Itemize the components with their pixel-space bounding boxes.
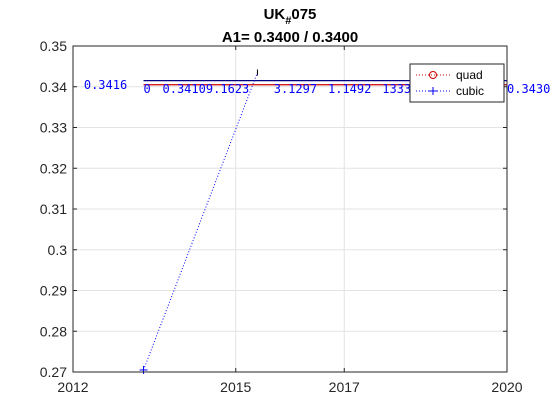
chart-title: UK#075 (264, 6, 317, 27)
x-tick-label: 2015 (220, 379, 251, 395)
annotation-label: 9.1623 (206, 82, 249, 96)
x-tick-label: 2012 (57, 379, 88, 395)
annotation-label: 0.3430 (507, 82, 550, 96)
annotation-label: 0.3416 (84, 78, 127, 92)
y-tick-label: 0.29 (40, 283, 67, 299)
y-tick-label: 0.35 (40, 38, 67, 54)
annotation-label: 1.1492 (328, 82, 371, 96)
legend-label-quad: quad (456, 68, 483, 82)
plot-area: 0.341600.34109.16233.12971.14921333.8229… (40, 6, 551, 395)
annotation-label: 0.3410 (163, 82, 206, 96)
chart-subtitle: A1= 0.3400 / 0.3400 (222, 29, 358, 46)
annotation-label: 0 (144, 82, 151, 96)
legend-marker-quad (429, 71, 437, 79)
y-tick-label: 0.28 (40, 323, 67, 339)
annotation-label: 3.1297 (274, 82, 317, 96)
series-line-cubic (143, 72, 258, 371)
y-tick-label: 0.33 (40, 120, 67, 136)
y-tick-label: 0.34 (40, 79, 67, 95)
y-tick-label: 0.3 (48, 242, 68, 258)
y-tick-label: 0.32 (40, 160, 67, 176)
legend-box (409, 63, 505, 103)
y-tick-label: 0.31 (40, 201, 67, 217)
x-tick-label: 2020 (491, 379, 522, 395)
x-tick-label: 2017 (329, 379, 360, 395)
y-tick-label: 0.27 (40, 364, 67, 380)
legend-label-cubic: cubic (456, 84, 484, 98)
